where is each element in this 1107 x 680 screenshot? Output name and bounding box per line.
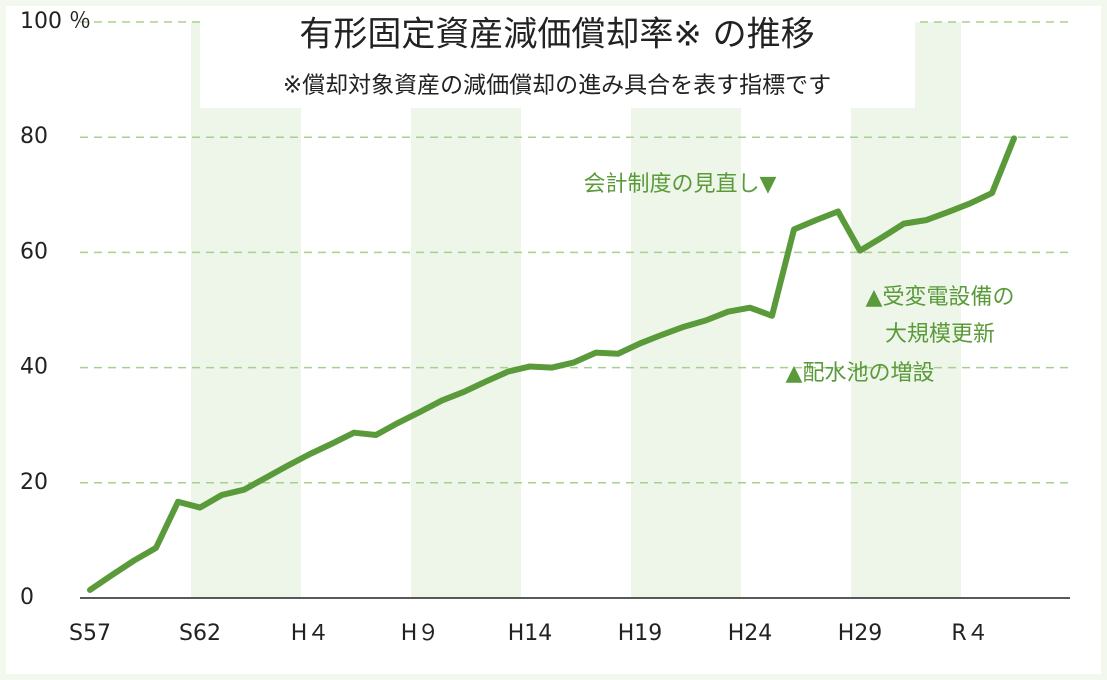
x-tick-label: H４ [291,621,330,646]
annotation: 大規模更新 [885,322,995,347]
band [851,22,961,598]
x-tick-label: H19 [618,621,663,646]
x-tick-label: H24 [728,621,773,646]
annotation: ▲配水池の増設 [786,361,935,386]
y-tick-label: 100 ％ [20,9,91,34]
x-tick-label: H29 [838,621,883,646]
band [631,22,741,598]
y-tick-label: 0 [20,585,34,610]
title-box [200,8,915,108]
x-tick-label: R４ [951,621,988,646]
band [411,22,521,598]
band [191,22,301,598]
x-tick-label: S57 [69,621,111,646]
x-tick-label: S62 [179,621,221,646]
data-line [87,135,1017,593]
chart-subtitle: ※償却対象資産の減価償却の進み具合を表す指標です [283,73,831,99]
annotation: ▲受変電設備の [866,285,1015,310]
x-tick-label: H14 [508,621,553,646]
x-tick-label: H９ [401,621,440,646]
y-tick-label: 40 [20,355,48,380]
annotation: 会計制度の見直し▼ [584,172,777,197]
y-tick-label: 20 [20,470,48,495]
y-tick-label: 80 [20,124,48,149]
chart-title: 有形固定資産減価償却率※ の推移 [299,15,814,55]
y-tick-label: 60 [20,239,48,264]
